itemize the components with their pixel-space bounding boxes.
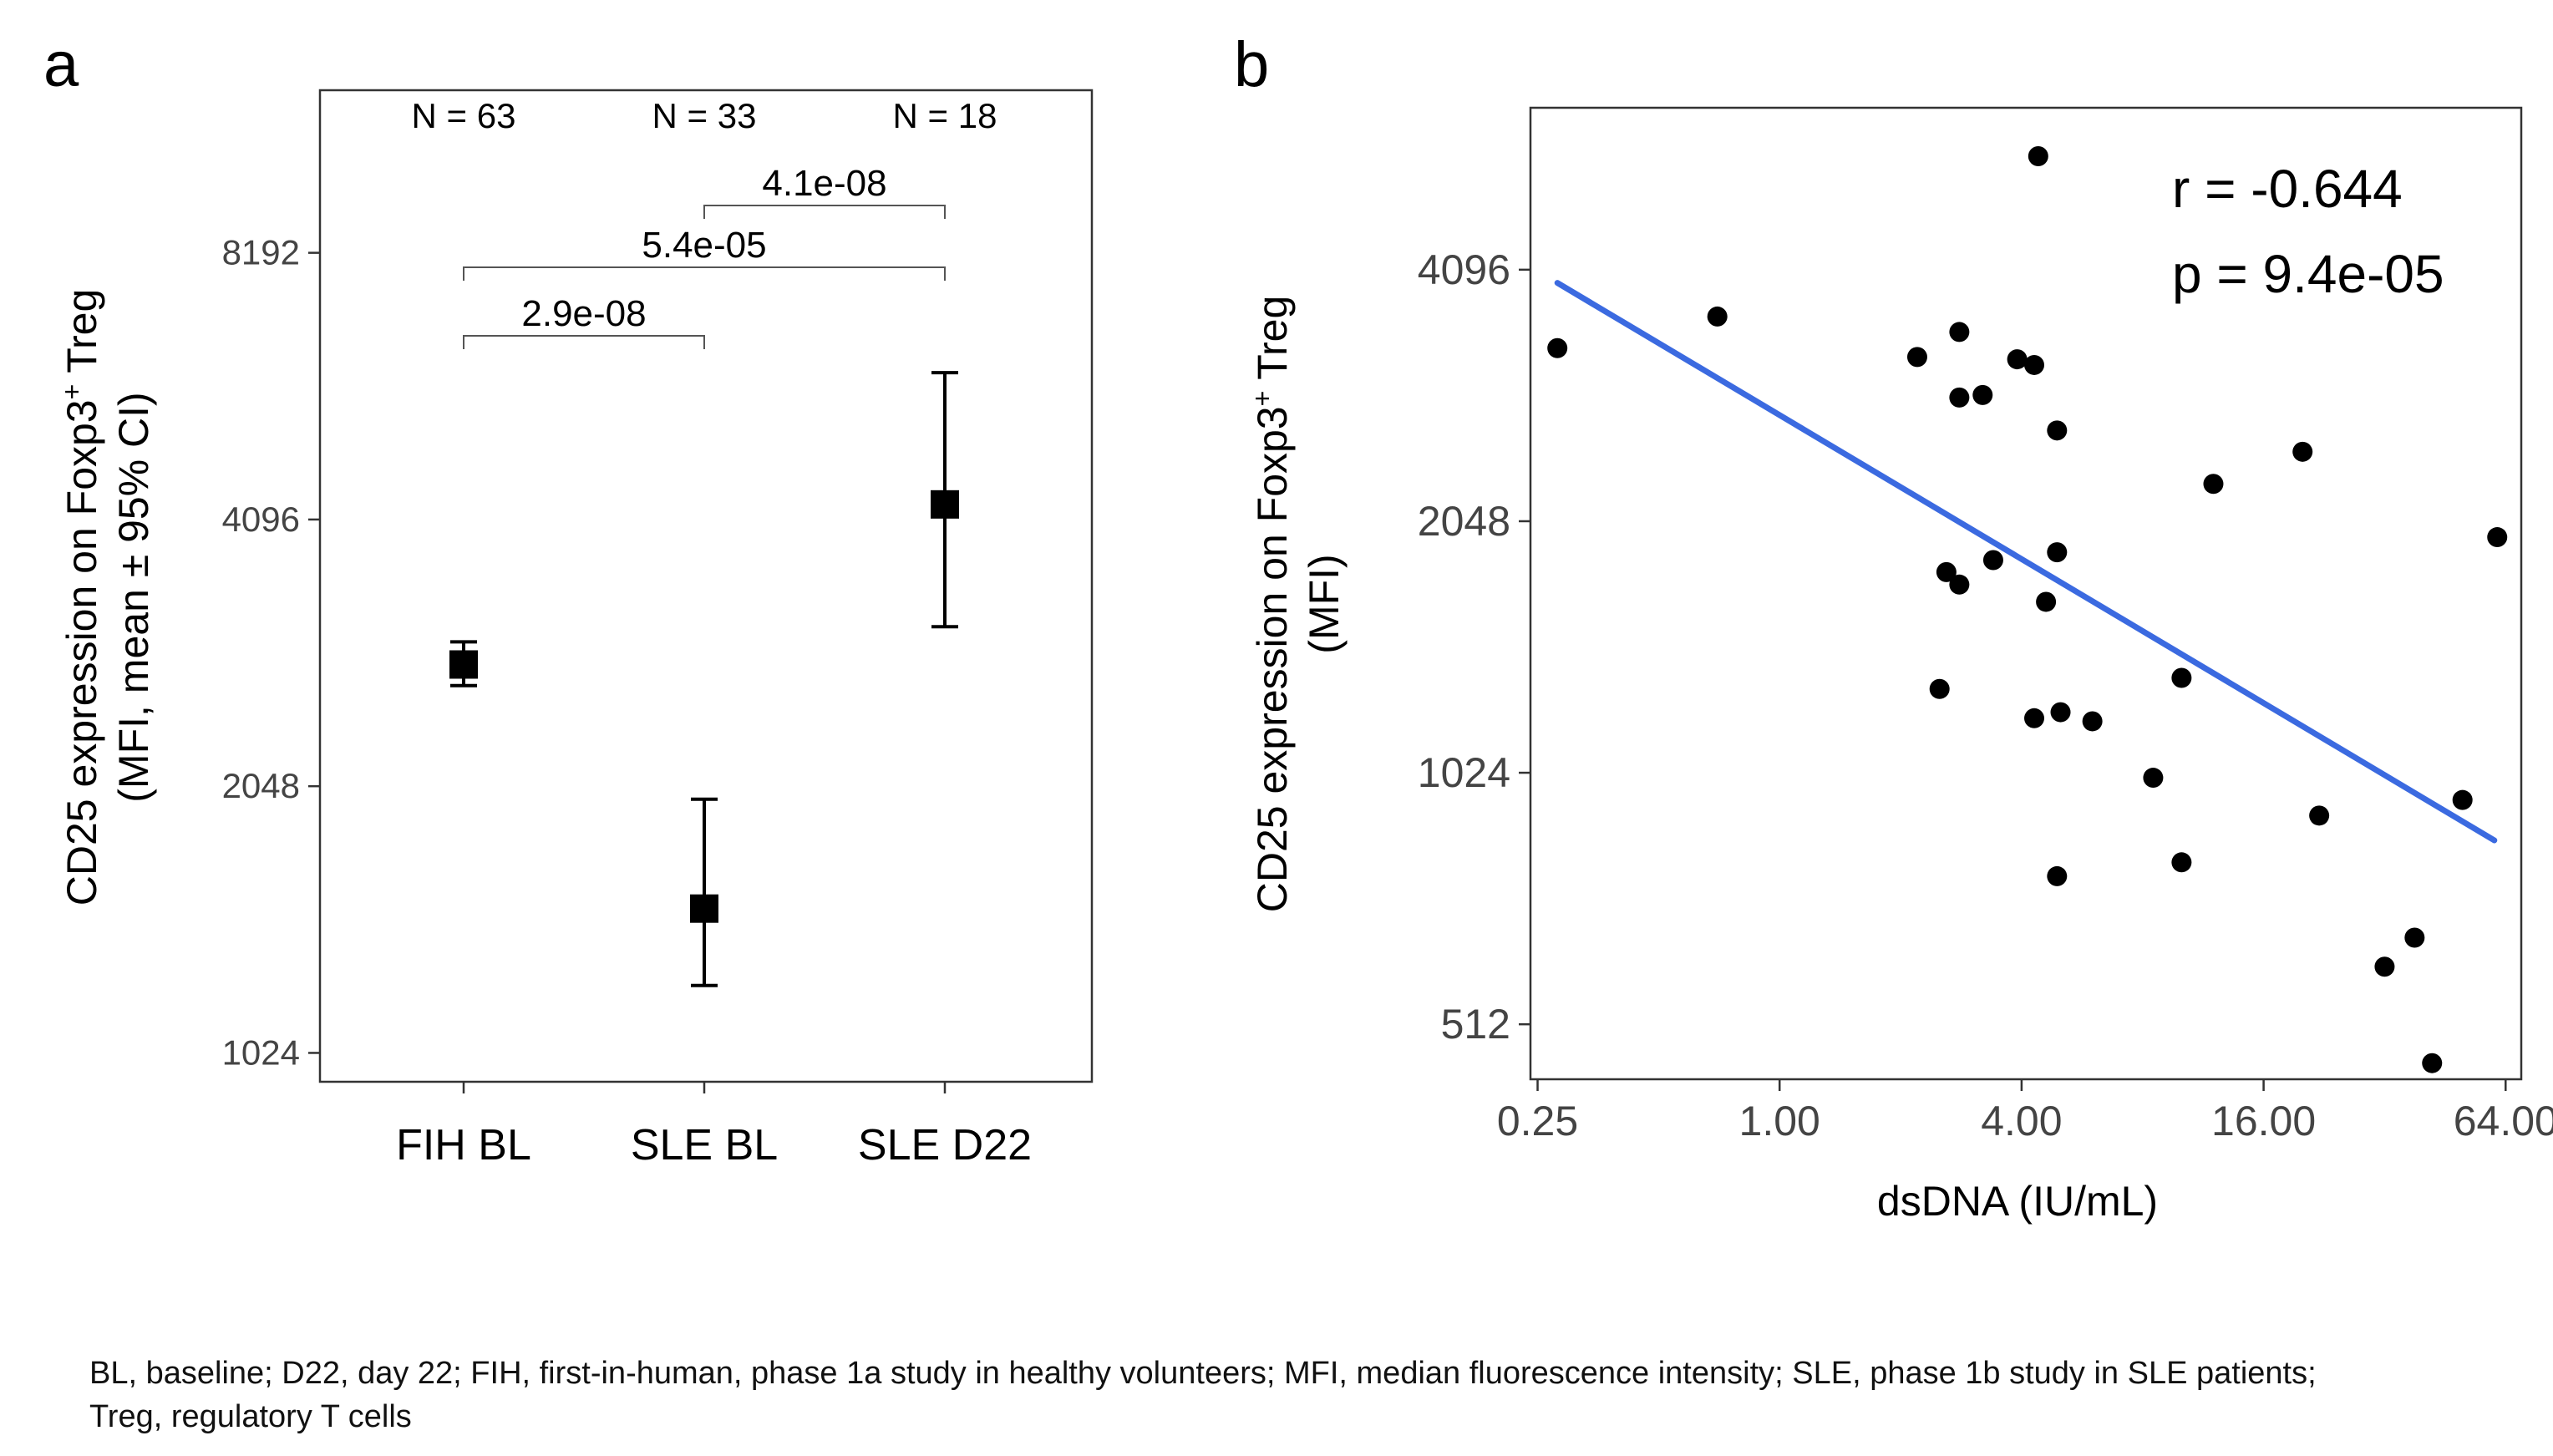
data-point bbox=[1547, 337, 1568, 358]
panel-b-marks: 512 1024 2048 4096 0.25 1.00 4.00 16.00 64.00 bbox=[1418, 146, 2553, 1144]
panel-b-y-title-main: CD25 expression on Foxp3 bbox=[1249, 406, 1296, 912]
panel-a-y-tick-label: 2048 bbox=[222, 766, 300, 805]
mean-marker bbox=[690, 894, 718, 923]
significance-bracket bbox=[463, 266, 946, 281]
data-point bbox=[2487, 527, 2508, 548]
data-point bbox=[2309, 805, 2330, 826]
footnote-line-2: Treg, regulatory T cells bbox=[89, 1399, 412, 1434]
data-point bbox=[2404, 927, 2425, 948]
panel-b-x-tick-label: 64.00 bbox=[2454, 1098, 2553, 1144]
significance-bracket bbox=[703, 205, 946, 219]
panel-a-y-title-main: CD25 expression on Foxp3 bbox=[58, 399, 105, 906]
data-point bbox=[2050, 702, 2071, 723]
panel-a-x-tick-label: SLE D22 bbox=[858, 1121, 1032, 1169]
data-point bbox=[1949, 574, 1970, 595]
data-point bbox=[2082, 711, 2103, 732]
footnote-line-1: BL, baseline; D22, day 22; FIH, first-in… bbox=[89, 1356, 2317, 1391]
panel-a-y-title-end: Treg bbox=[58, 289, 105, 384]
data-point bbox=[1949, 387, 1970, 408]
panel-b-y-axis-title-line1: CD25 expression on Foxp3+ Treg bbox=[1247, 296, 1296, 913]
data-point bbox=[2171, 852, 2192, 873]
panel-b-y-title-sup: + bbox=[1247, 391, 1277, 407]
panel-b-x-axis-title: dsDNA (IU/mL) bbox=[1877, 1178, 2158, 1225]
p-value-label: 4.1e-08 bbox=[762, 163, 886, 204]
data-point bbox=[2171, 667, 2192, 688]
data-point bbox=[2028, 146, 2048, 167]
data-point bbox=[2203, 474, 2224, 495]
panel-a-y-axis-title-line2: (MFI, mean ± 95% CI) bbox=[110, 392, 157, 802]
panel-a-y-tick-label: 8192 bbox=[222, 233, 300, 272]
data-point bbox=[2036, 591, 2057, 612]
sample-size-label: N = 18 bbox=[893, 96, 997, 135]
panel-b-y-tick-label: 2048 bbox=[1418, 498, 1510, 545]
sample-size-label: N = 63 bbox=[412, 96, 516, 135]
figure-footnote: BL, baseline; D22, day 22; FIH, first-in… bbox=[89, 1352, 2512, 1438]
data-point bbox=[2047, 865, 2068, 886]
mean-marker bbox=[449, 650, 478, 679]
panel-a-y-axis-title-line1: CD25 expression on Foxp3+ Treg bbox=[57, 289, 105, 906]
panel-a-x-tick-label: FIH BL bbox=[396, 1121, 531, 1169]
panel-a-plot-frame bbox=[318, 89, 1094, 1083]
correlation-r-annotation: r = -0.644 bbox=[2172, 159, 2403, 219]
panel-b-x-tick-label: 16.00 bbox=[2211, 1098, 2316, 1144]
data-point bbox=[1949, 322, 1970, 342]
panel-a-y-title-sup: + bbox=[57, 384, 87, 400]
panel-b-plot-frame bbox=[1529, 106, 2523, 1081]
panel-b-y-axis-title-line2: (MFI) bbox=[1301, 554, 1348, 653]
panel-a-y-tick-label: 1024 bbox=[222, 1032, 300, 1072]
data-point bbox=[1707, 306, 1728, 327]
data-point bbox=[2452, 789, 2473, 810]
data-point bbox=[1972, 384, 1993, 405]
p-value-label: 2.9e-08 bbox=[521, 293, 646, 334]
panel-b-x-tick-label: 4.00 bbox=[1981, 1098, 2062, 1144]
correlation-p-annotation: p = 9.4e-05 bbox=[2172, 244, 2444, 304]
data-point bbox=[2024, 354, 2045, 375]
data-point bbox=[2292, 441, 2313, 462]
data-point bbox=[2047, 420, 2068, 441]
data-point bbox=[1936, 561, 1957, 582]
data-point bbox=[2007, 349, 2028, 370]
data-point bbox=[2422, 1053, 2443, 1073]
data-point bbox=[1982, 550, 2003, 571]
data-point bbox=[2024, 708, 2045, 728]
data-point bbox=[1929, 678, 1950, 699]
panel-a-y-tick-label: 4096 bbox=[222, 500, 300, 539]
regression-line bbox=[1554, 280, 2498, 844]
panel-b: b CD25 expression on Foxp3+ Treg (MFI) d… bbox=[1234, 29, 2553, 1225]
p-value-label: 5.4e-05 bbox=[642, 225, 766, 266]
data-point bbox=[2143, 768, 2164, 789]
panel-b-x-tick-label: 1.00 bbox=[1739, 1098, 1820, 1144]
panel-a-label: a bbox=[43, 29, 79, 100]
panel-a: a CD25 expression on Foxp3+ Treg (MFI, m… bbox=[43, 29, 1094, 1169]
panel-b-y-tick-label: 1024 bbox=[1418, 749, 1510, 796]
panel-b-y-title-end: Treg bbox=[1249, 296, 1296, 391]
panel-b-y-tick-label: 4096 bbox=[1418, 246, 1510, 293]
data-point bbox=[2374, 956, 2395, 977]
sample-size-label: N = 33 bbox=[652, 96, 757, 135]
panel-b-x-tick-label: 0.25 bbox=[1497, 1098, 1578, 1144]
data-point bbox=[1906, 347, 1927, 368]
panel-a-marks: 1024 2048 4096 8192 FIH BL N = 63 SLE BL N = 33… bbox=[222, 96, 1033, 1169]
panel-b-y-tick-label: 512 bbox=[1441, 1001, 1510, 1048]
mean-marker bbox=[931, 490, 959, 519]
significance-bracket bbox=[463, 335, 705, 349]
panel-a-x-tick-label: SLE BL bbox=[631, 1121, 778, 1169]
data-point bbox=[2047, 542, 2068, 563]
panel-b-label: b bbox=[1234, 29, 1269, 100]
